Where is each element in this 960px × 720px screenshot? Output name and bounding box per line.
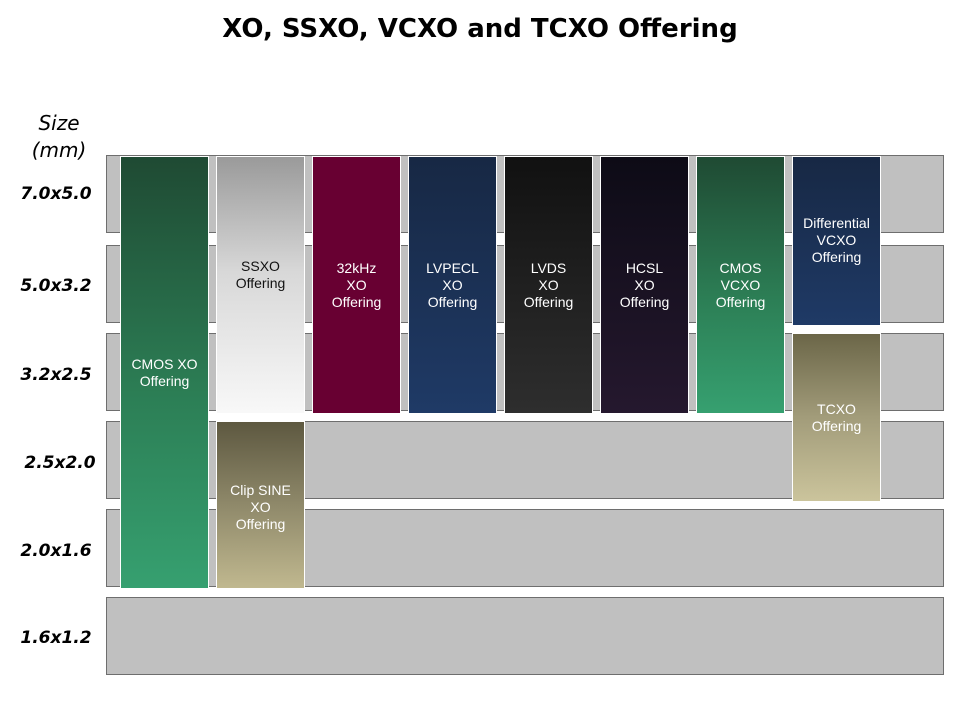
row-label-3-2x2-5: 3.2x2.5 xyxy=(20,365,92,385)
offering-lvds-xo[interactable]: LVDS XO Offering xyxy=(504,156,593,414)
page-title: XO, SSXO, VCXO and TCXO Offering xyxy=(222,14,738,44)
size-axis-label: Size (mm) xyxy=(31,111,87,162)
offering-clip-sine-xo[interactable]: Clip SINE XO Offering xyxy=(216,421,305,589)
offering-cmos-xo[interactable]: CMOS XO Offering xyxy=(120,156,209,589)
offering-differential-vcxo[interactable]: Differential VCXO Offering xyxy=(792,156,881,326)
row-label-2-0x1-6: 2.0x1.6 xyxy=(20,541,92,561)
row-label-1-6x1-2: 1.6x1.2 xyxy=(20,628,92,648)
offering-32khz-xo[interactable]: 32kHz XO Offering xyxy=(312,156,401,414)
offering-tcxo[interactable]: TCXO Offering xyxy=(792,333,881,502)
offering-hcsl-xo[interactable]: HCSL XO Offering xyxy=(600,156,689,414)
row-label-2-5x2-0: 2.5x2.0 xyxy=(24,453,96,473)
row-label-5-0x3-2: 5.0x3.2 xyxy=(20,276,92,296)
row-label-7-0x5-0: 7.0x5.0 xyxy=(20,184,92,204)
offering-cmos-vcxo[interactable]: CMOS VCXO Offering xyxy=(696,156,785,414)
offering-ssxo[interactable]: SSXO Offering xyxy=(216,156,305,414)
offering-lvpecl-xo[interactable]: LVPECL XO Offering xyxy=(408,156,497,414)
row-1-6x1-2 xyxy=(106,597,944,675)
